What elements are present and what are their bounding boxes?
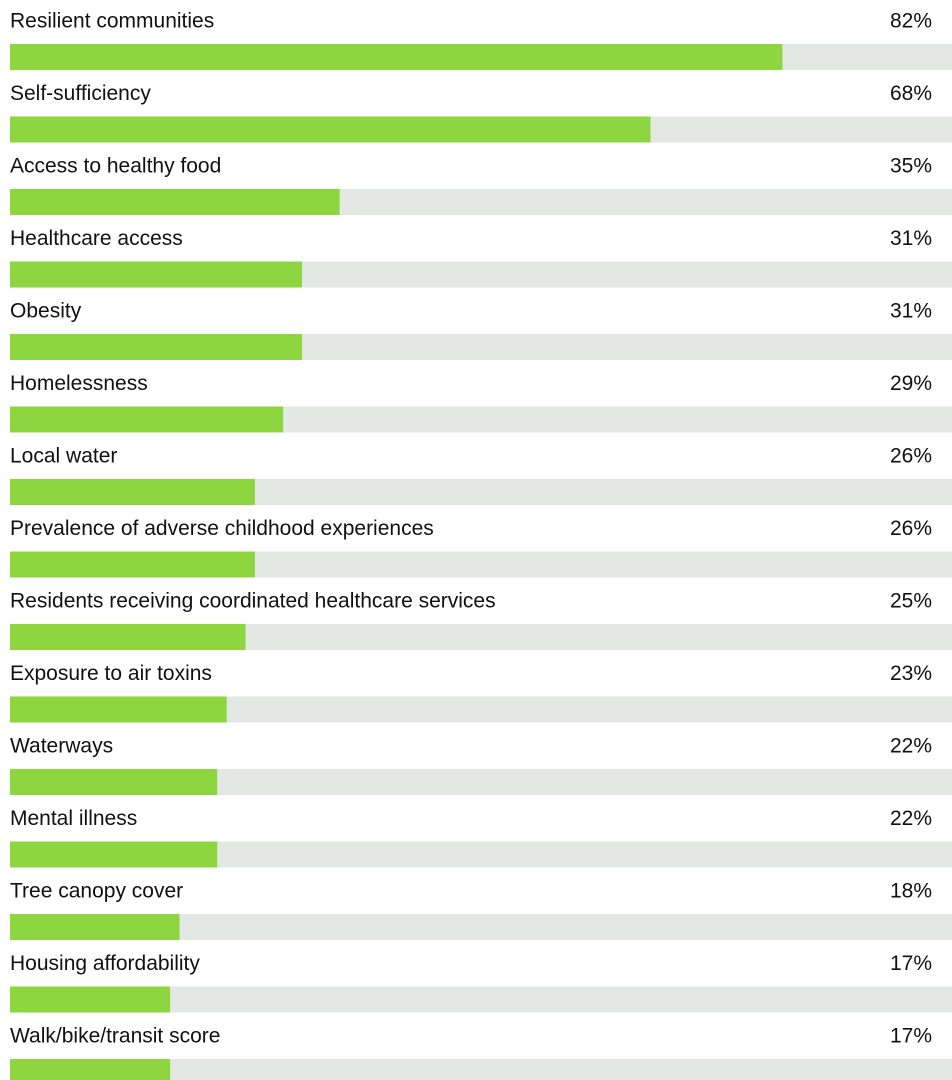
value-label: 23% bbox=[890, 662, 932, 685]
value-label: 17% bbox=[890, 952, 932, 975]
bar bbox=[10, 841, 218, 868]
bar bbox=[10, 1059, 171, 1080]
value-label: 31% bbox=[890, 227, 932, 250]
value-label: 17% bbox=[890, 1025, 932, 1048]
category-label: Healthcare access bbox=[10, 227, 183, 250]
category-label: Prevalence of adverse childhood experien… bbox=[10, 517, 434, 540]
category-label: Waterways bbox=[10, 735, 113, 758]
value-label: 29% bbox=[890, 372, 932, 395]
category-label: Access to healthy food bbox=[10, 155, 221, 178]
value-label: 18% bbox=[890, 880, 932, 903]
category-label: Obesity bbox=[10, 300, 82, 323]
value-label: 68% bbox=[890, 82, 932, 105]
bar bbox=[10, 261, 303, 288]
bar bbox=[10, 44, 783, 70]
value-label: 25% bbox=[890, 590, 932, 613]
bar-track bbox=[10, 1059, 952, 1080]
category-label: Tree canopy cover bbox=[10, 880, 183, 903]
category-label: Mental illness bbox=[10, 807, 137, 830]
bar bbox=[10, 479, 255, 505]
value-label: 26% bbox=[890, 517, 932, 540]
bar bbox=[10, 914, 180, 940]
category-label: Homelessness bbox=[10, 372, 148, 395]
category-label: Walk/bike/transit score bbox=[10, 1025, 220, 1048]
category-label: Residents receiving coordinated healthca… bbox=[10, 590, 496, 613]
category-label: Exposure to air toxins bbox=[10, 662, 212, 685]
bar bbox=[10, 986, 171, 1013]
bar bbox=[10, 551, 255, 578]
value-label: 22% bbox=[890, 807, 932, 830]
bar bbox=[10, 406, 284, 433]
bar bbox=[10, 769, 218, 795]
category-label: Housing affordability bbox=[10, 952, 200, 975]
value-label: 35% bbox=[890, 155, 932, 178]
bar bbox=[10, 189, 340, 215]
category-label: Local water bbox=[10, 445, 117, 468]
category-label: Self-sufficiency bbox=[10, 82, 151, 105]
category-label: Resilient communities bbox=[10, 10, 214, 33]
bar bbox=[10, 624, 246, 650]
bar bbox=[10, 116, 651, 143]
value-label: 26% bbox=[890, 445, 932, 468]
value-label: 22% bbox=[890, 735, 932, 758]
bar bbox=[10, 696, 227, 723]
bar bbox=[10, 334, 303, 360]
value-label: 31% bbox=[890, 300, 932, 323]
value-label: 82% bbox=[890, 10, 932, 33]
